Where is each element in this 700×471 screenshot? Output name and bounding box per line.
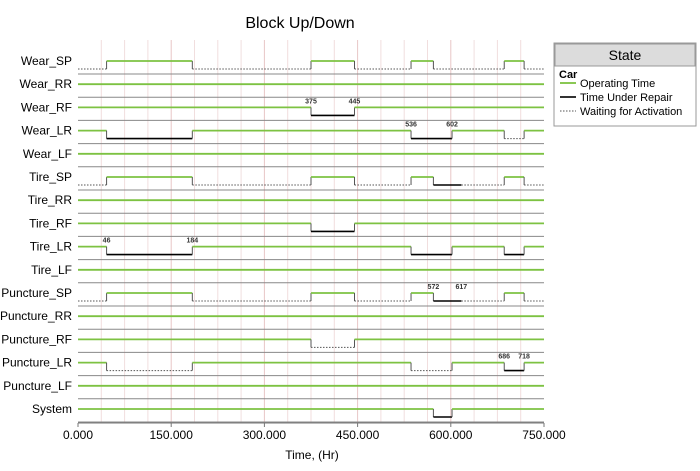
row-label: Puncture_LR (2, 356, 72, 370)
x-tick-label: 600.000 (429, 428, 473, 442)
timeline-row: Wear_RF (21, 100, 544, 121)
x-tick-label: 750.000 (522, 428, 566, 442)
row-label: Wear_RR (20, 77, 73, 91)
event-label: 184 (186, 238, 198, 245)
row-label: Wear_LR (22, 124, 73, 138)
timeline-row: Wear_SP (21, 54, 544, 75)
timeline-row: Puncture_RR (0, 309, 544, 330)
timeline-row: Puncture_LR (2, 356, 544, 377)
row-label: Tire_LR (30, 240, 73, 254)
timeline-row: Puncture_SP (1, 286, 544, 307)
row-label: Wear_RF (21, 100, 72, 114)
event-label: 602 (446, 122, 458, 129)
legend-label: Waiting for Activation (580, 106, 682, 118)
row-label: Wear_LF (23, 147, 72, 161)
event-label: 46 (103, 238, 111, 245)
timeline-rows: Wear_SP Wear_RR Wear_RF Wear_LR Wear_LF Tire_… (0, 54, 544, 423)
x-tick-label: 450.000 (336, 428, 380, 442)
timeline-row: Tire_SP (29, 170, 544, 191)
timeline-row: Wear_LR (22, 124, 544, 145)
row-label: Tire_RR (28, 193, 73, 207)
event-label: 536 (405, 122, 417, 129)
x-tick-label: 0.000 (63, 428, 93, 442)
legend-header (554, 43, 696, 67)
x-tick-label: 300.000 (243, 428, 287, 442)
legend-group-label: Car (559, 69, 578, 81)
legend: State Car Operating Time Time Under Repai… (553, 42, 697, 127)
row-label: Puncture_SP (1, 286, 72, 300)
timeline-row: Wear_RR (20, 77, 544, 98)
event-label: 718 (518, 354, 530, 361)
legend-entries: Operating Time Time Under Repair Waiting f… (560, 78, 682, 118)
row-label: Puncture_RR (0, 309, 72, 323)
timeline-row: Wear_LF (23, 147, 544, 168)
event-label: 375 (305, 98, 317, 105)
timeline-row: Tire_RF (29, 216, 544, 237)
row-label: Puncture_RF (1, 332, 72, 346)
row-label: Tire_RF (29, 216, 72, 230)
legend-label: Operating Time (580, 78, 655, 90)
x-axis-label: Time, (Hr) (285, 448, 339, 462)
timeline-row: System (32, 402, 544, 423)
event-label: 617 (456, 284, 468, 291)
row-label: Tire_LF (31, 263, 72, 277)
event-annotations: 375 445 536 602 46 184 572 617 686 718 (103, 98, 530, 360)
legend-title: State (609, 47, 642, 63)
chart-title: Block Up/Down (245, 15, 354, 32)
x-axis: 0.000 150.000 300.000 450.000 600.000 750.000 (63, 422, 566, 442)
x-tick-label: 150.000 (150, 428, 194, 442)
row-label: Wear_SP (21, 54, 72, 68)
row-label: System (32, 402, 72, 416)
legend-label: Time Under Repair (580, 92, 673, 104)
event-label: 686 (498, 354, 510, 361)
row-label: Tire_SP (29, 170, 72, 184)
timeline-row: Puncture_LF (3, 379, 544, 400)
timeline-row: Tire_LF (31, 263, 544, 284)
row-label: Puncture_LF (3, 379, 72, 393)
timeline-row: Tire_LR (30, 240, 544, 261)
timeline-row: Tire_RR (28, 193, 544, 214)
event-label: 572 (428, 284, 440, 291)
timeline-row: Puncture_RF (1, 332, 544, 353)
event-label: 445 (349, 98, 361, 105)
